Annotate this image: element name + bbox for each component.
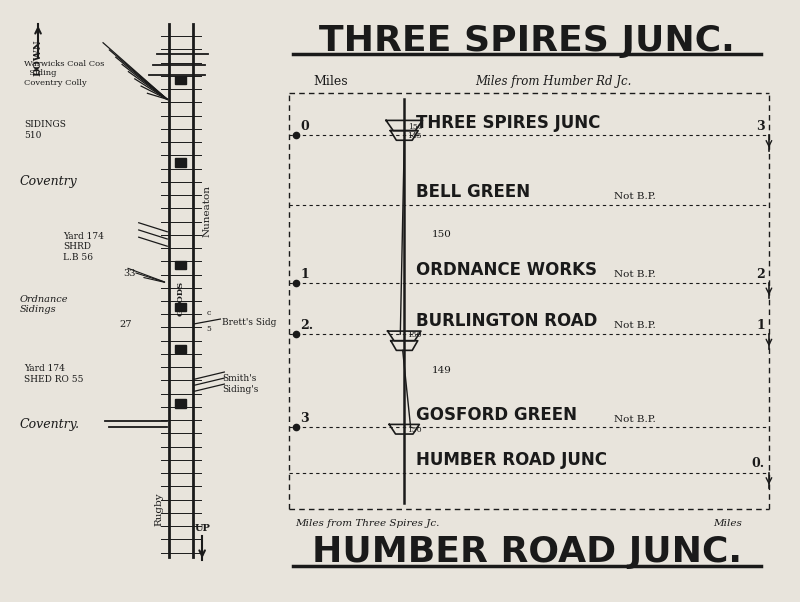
Text: Coventry.: Coventry.: [20, 418, 80, 432]
Text: Brett's Sidg: Brett's Sidg: [222, 318, 276, 327]
Text: GOSFORD GREEN: GOSFORD GREEN: [416, 406, 577, 424]
Text: 145: 145: [406, 132, 422, 140]
Text: c: c: [206, 309, 210, 317]
Text: Not B.P.: Not B.P.: [614, 321, 656, 330]
Text: 150: 150: [432, 231, 452, 239]
Text: HUMBER ROAD JUNC: HUMBER ROAD JUNC: [416, 451, 607, 469]
Text: 150: 150: [407, 426, 422, 434]
Text: Not B.P.: Not B.P.: [614, 415, 656, 424]
Bar: [175, 76, 186, 84]
Text: Miles: Miles: [714, 519, 742, 528]
Text: 2: 2: [756, 267, 765, 281]
Text: Miles from Three Spires Jc.: Miles from Three Spires Jc.: [295, 519, 439, 528]
Text: Coventry: Coventry: [20, 175, 78, 188]
Bar: [175, 345, 186, 353]
Text: Not B.P.: Not B.P.: [614, 270, 656, 279]
Text: 27: 27: [119, 320, 131, 329]
Text: GOODS: GOODS: [177, 281, 185, 315]
Text: Ordnance
Sidings: Ordnance Sidings: [20, 295, 68, 314]
Text: Yard 174
SHRD
L.B 56: Yard 174 SHRD L.B 56: [63, 232, 104, 262]
Text: 3: 3: [301, 412, 309, 425]
Text: 1: 1: [301, 267, 309, 281]
Bar: [175, 261, 186, 269]
Bar: [175, 399, 186, 408]
Text: Miles: Miles: [313, 75, 348, 88]
Text: HUMBER ROAD JUNC.: HUMBER ROAD JUNC.: [312, 535, 742, 569]
Text: 150: 150: [408, 123, 423, 131]
Text: Smith's
Siding's: Smith's Siding's: [222, 374, 258, 394]
Text: 3: 3: [756, 120, 765, 133]
Text: DOWN: DOWN: [34, 39, 42, 76]
Text: SIDINGS
510: SIDINGS 510: [24, 120, 66, 140]
Text: 159: 159: [407, 331, 422, 340]
Text: UP: UP: [194, 524, 210, 533]
Text: Rugby: Rugby: [155, 492, 164, 526]
Text: 2.: 2.: [301, 318, 314, 332]
Text: THREE SPIRES JUNC: THREE SPIRES JUNC: [416, 114, 601, 132]
Text: Not B.P.: Not B.P.: [614, 192, 656, 201]
Text: Warwicks Coal Cos
  Siding
Coventry Colly: Warwicks Coal Cos Siding Coventry Colly: [24, 60, 104, 87]
Text: BURLINGTON ROAD: BURLINGTON ROAD: [416, 312, 598, 330]
Text: 149: 149: [432, 366, 452, 374]
Text: 1: 1: [756, 318, 765, 332]
Bar: [175, 303, 186, 311]
Text: 0: 0: [301, 120, 309, 133]
Text: Nuneaton: Nuneaton: [202, 185, 211, 237]
Text: BELL GREEN: BELL GREEN: [416, 183, 530, 201]
Text: 33: 33: [123, 269, 135, 278]
Text: THREE SPIRES JUNC.: THREE SPIRES JUNC.: [319, 24, 735, 58]
Text: 5: 5: [206, 325, 211, 333]
Text: Yard 174
SHED RO 55: Yard 174 SHED RO 55: [24, 364, 83, 383]
Text: ORDNANCE WORKS: ORDNANCE WORKS: [416, 261, 597, 279]
Text: 0.: 0.: [752, 457, 765, 470]
Bar: [175, 158, 186, 167]
Text: Miles from Humber Rd Jc.: Miles from Humber Rd Jc.: [476, 75, 632, 88]
